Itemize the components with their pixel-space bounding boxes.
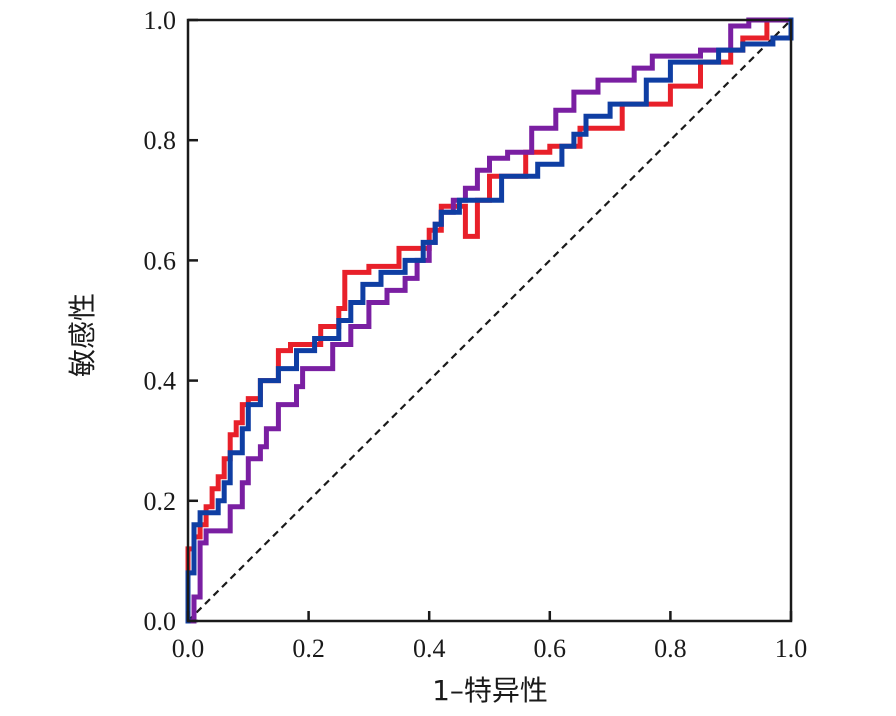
x-tick-label: 0.6 bbox=[534, 634, 567, 663]
y-tick-label: 0.8 bbox=[144, 126, 177, 155]
roc-series-line-3 bbox=[185, 17, 794, 624]
x-tick-label: 0.2 bbox=[292, 634, 325, 663]
y-tick-label: 1.0 bbox=[144, 6, 177, 35]
axes: 0.0 0.2 0.4 0.6 0.8 1.0 0.0 0.2 0.4 0.6 0.8 1.0 bbox=[144, 6, 808, 663]
reference-diagonal-line bbox=[187, 19, 792, 622]
y-axis-title: 敏感性 bbox=[66, 293, 99, 377]
y-tick-label: 0.0 bbox=[144, 607, 177, 636]
y-tick-label: 0.2 bbox=[144, 487, 177, 516]
plot-area bbox=[185, 17, 794, 624]
x-axis-title: 1–特异性 bbox=[432, 674, 548, 707]
y-tick-label: 0.6 bbox=[144, 246, 177, 275]
plot-frame bbox=[186, 18, 793, 623]
x-tick-label: 0.4 bbox=[413, 634, 446, 663]
x-tick-label: 0.0 bbox=[172, 634, 205, 663]
x-tick-label: 0.8 bbox=[654, 634, 687, 663]
x-tick-label: 1.0 bbox=[775, 634, 808, 663]
y-tick-label: 0.4 bbox=[144, 367, 177, 396]
